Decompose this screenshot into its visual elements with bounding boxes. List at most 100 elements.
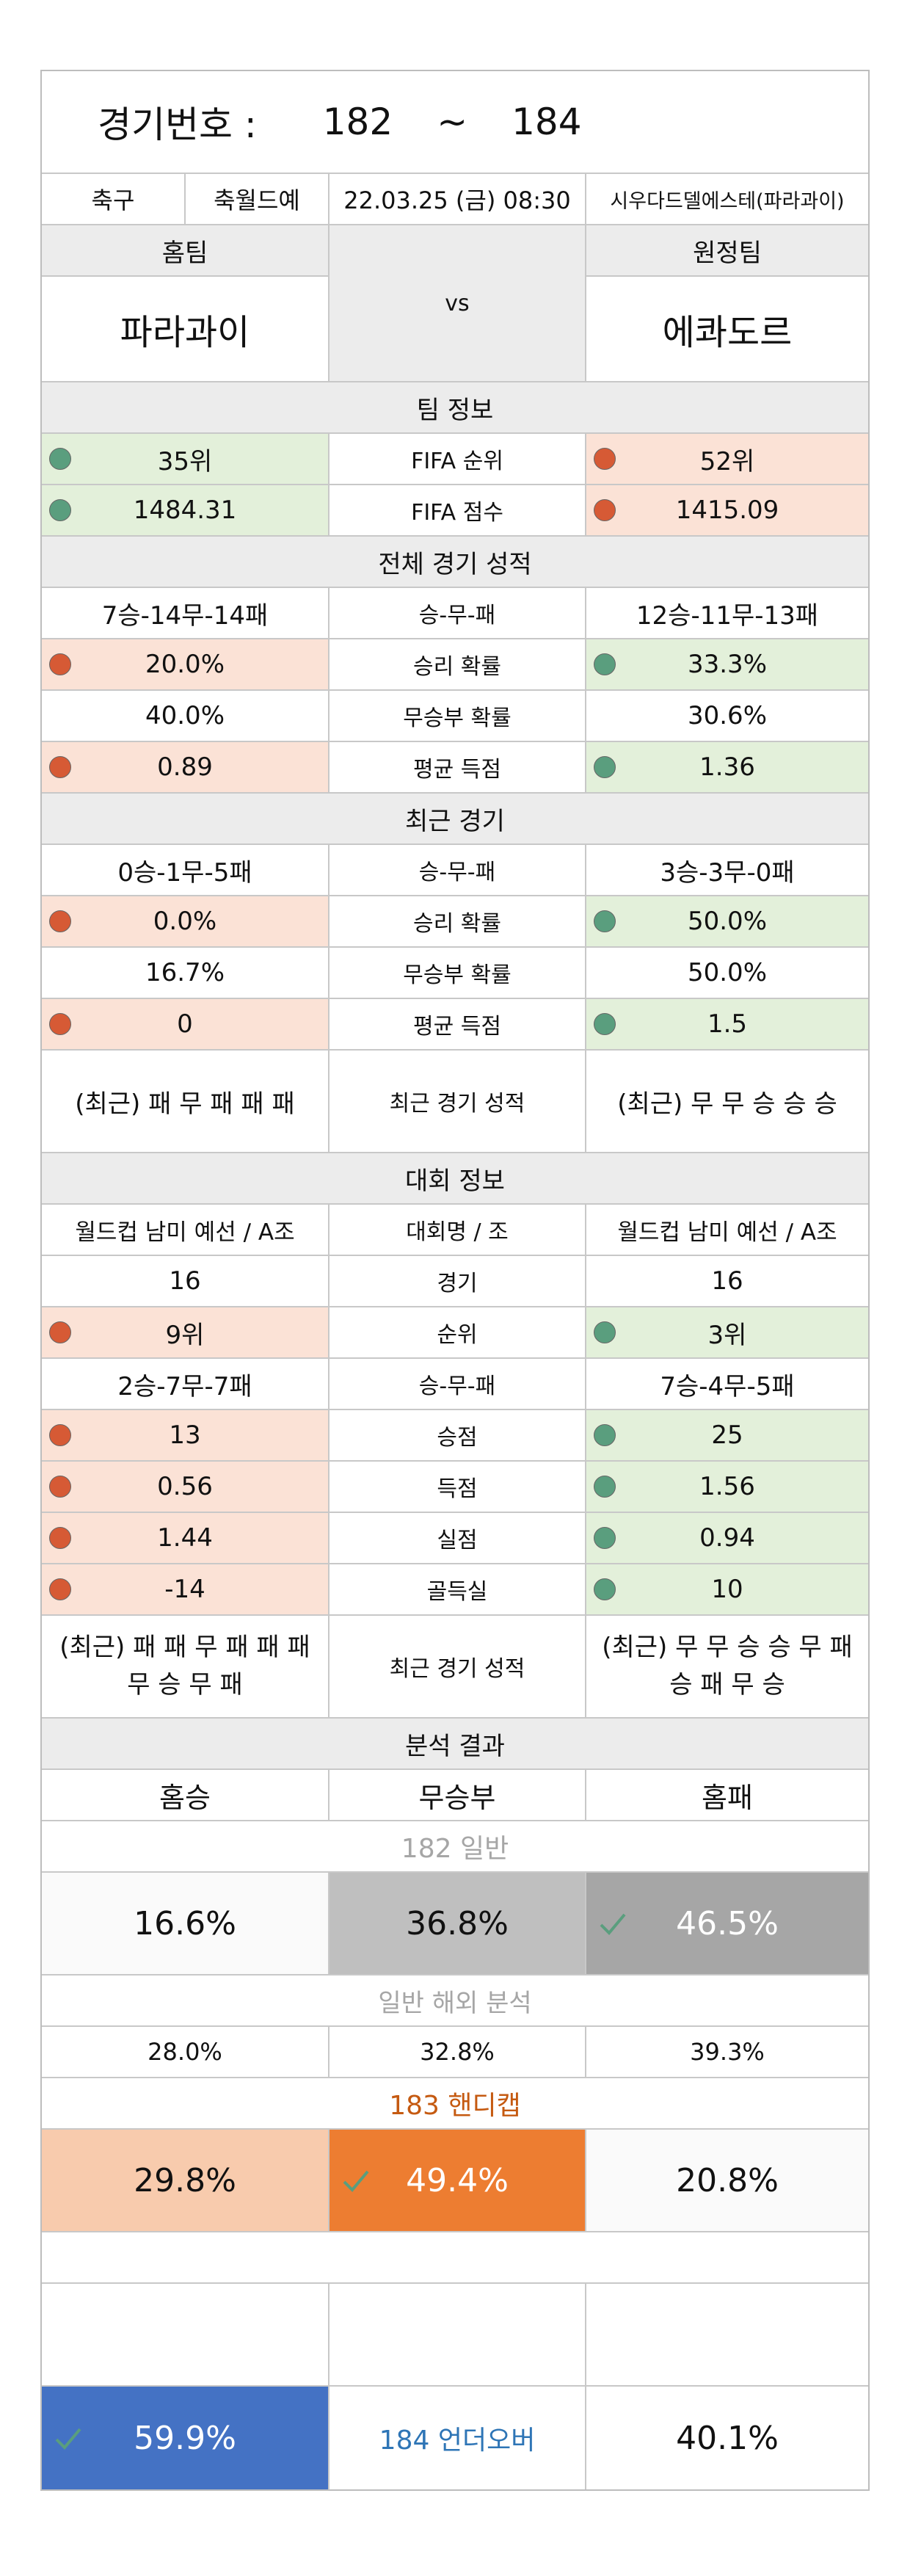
away-overall-drawrate: 30.6% bbox=[687, 701, 767, 730]
analysis-cols-row: 홈승 무승부 홈패 bbox=[42, 1770, 868, 1821]
away-tournament-games: 16 bbox=[711, 1266, 743, 1296]
datetime-cell: 22.03.25 (금) 08:30 bbox=[330, 174, 586, 224]
bad-indicator-icon bbox=[594, 448, 616, 470]
underover-title: 184 언더오버 bbox=[330, 2387, 586, 2489]
good-indicator-icon bbox=[594, 653, 616, 675]
check-icon bbox=[600, 1913, 626, 1935]
tournament-scored-row: 0.56 득점 1.56 bbox=[42, 1462, 868, 1513]
spacer-row bbox=[42, 2232, 868, 2284]
home-value: 13 bbox=[169, 1421, 201, 1450]
empty-cell bbox=[42, 2232, 868, 2282]
tournament-points-label: 승점 bbox=[330, 1410, 586, 1460]
general-home-loss: 46.5% bbox=[586, 1873, 868, 1974]
home-loss-col: 홈패 bbox=[702, 1781, 753, 1814]
away-tournament-points: 25 bbox=[586, 1410, 868, 1460]
overall-winrate-label: 승리 확률 bbox=[330, 639, 586, 689]
overseas-home-loss: 39.3% bbox=[690, 2038, 765, 2066]
away-value: 1415.09 bbox=[675, 496, 779, 525]
home-value: 0 bbox=[177, 1009, 193, 1039]
bad-indicator-icon bbox=[49, 1578, 71, 1600]
home-fifa-rank: 35위 bbox=[42, 434, 330, 484]
home-recent-record: 0승-1무-5패 bbox=[42, 845, 330, 895]
recent-winrate-row: 0.0% 승리 확률 50.0% bbox=[42, 896, 868, 948]
home-overall-avggoals: 0.89 bbox=[42, 742, 330, 792]
away-value: 25 bbox=[711, 1421, 743, 1450]
empty-cell bbox=[586, 2284, 868, 2385]
away-value: 1.36 bbox=[699, 752, 755, 782]
good-indicator-icon bbox=[594, 1476, 616, 1498]
recent-winrate-label: 승리 확률 bbox=[330, 896, 586, 946]
bad-indicator-icon bbox=[49, 1013, 71, 1035]
bad-indicator-icon bbox=[594, 499, 616, 521]
home-value: 20.0% bbox=[145, 650, 225, 679]
empty-cell bbox=[42, 2284, 330, 2385]
home-overall-drawrate: 40.0% bbox=[42, 691, 330, 741]
general-values-row: 16.6% 36.8% 46.5% bbox=[42, 1873, 868, 1975]
bad-indicator-icon bbox=[49, 756, 71, 778]
recent-avggoals-row: 0 평균 득점 1.5 bbox=[42, 999, 868, 1051]
away-tournament-goaldiff: 10 bbox=[586, 1564, 868, 1614]
analysis-header-row: 분석 결과 bbox=[42, 1719, 868, 1770]
away-tournament-record: 7승-4무-5패 bbox=[660, 1371, 795, 1401]
match-number-title: 경기번호 : 182 ~ 184 bbox=[42, 71, 868, 173]
away-recent-drawrate: 50.0% bbox=[687, 958, 767, 987]
good-indicator-icon bbox=[594, 910, 616, 932]
teams-block: 홈팀 파라과이 vs 원정팀 에콰도르 bbox=[42, 225, 868, 382]
handicap-home-win: 29.8% bbox=[42, 2130, 330, 2231]
home-value: 35위 bbox=[157, 446, 213, 476]
sport-cell: 축구 bbox=[42, 174, 186, 224]
recent-form-label: 최근 경기 성적 bbox=[330, 1051, 586, 1152]
recent-drawrate-row: 16.7% 무승부 확률 50.0% bbox=[42, 948, 868, 999]
fifa-points-label: FIFA 점수 bbox=[330, 485, 586, 535]
away-fifa-rank: 52위 bbox=[586, 434, 868, 484]
home-tournament-rank: 9위 bbox=[42, 1307, 330, 1357]
fifa-rank-row: 35위 FIFA 순위 52위 bbox=[42, 434, 868, 485]
good-indicator-icon bbox=[594, 1321, 616, 1343]
away-recent-record: 3승-3무-0패 bbox=[660, 857, 795, 888]
under-value-cell: 59.9% bbox=[42, 2387, 330, 2489]
general-title: 182 일반 bbox=[401, 1834, 509, 1864]
away-value: 50.0% bbox=[687, 907, 767, 936]
overall-avggoals-row: 0.89 평균 득점 1.36 bbox=[42, 742, 868, 794]
home-value: 9위 bbox=[165, 1320, 205, 1350]
handicap-draw-value: 49.4% bbox=[406, 2161, 509, 2199]
away-tournament-conceded: 0.94 bbox=[586, 1513, 868, 1563]
good-indicator-icon bbox=[49, 499, 71, 521]
bad-indicator-icon bbox=[49, 1321, 71, 1343]
home-value: 1484.31 bbox=[133, 496, 237, 525]
recent-drawrate-label: 무승부 확률 bbox=[330, 948, 586, 998]
general-draw: 36.8% bbox=[330, 1873, 586, 1974]
overall-winrate-row: 20.0% 승리 확률 33.3% bbox=[42, 639, 868, 691]
home-recent-form: (최근) 패 무 패 패 패 bbox=[42, 1051, 330, 1152]
tournament-points-row: 13 승점 25 bbox=[42, 1410, 868, 1462]
away-overall-avggoals: 1.36 bbox=[586, 742, 868, 792]
bad-indicator-icon bbox=[49, 1527, 71, 1549]
home-tournament-record: 2승-7무-7패 bbox=[42, 1359, 330, 1409]
tournament-form-row: (최근) 패 패 무 패 패 패 무 승 무 패 최근 경기 성적 (최근) 무… bbox=[42, 1616, 868, 1719]
team-info-header: 팀 정보 bbox=[42, 382, 868, 432]
away-value: 10 bbox=[711, 1575, 743, 1604]
tournament-record-label: 승-무-패 bbox=[330, 1359, 586, 1409]
general-title-row: 182 일반 bbox=[42, 1821, 868, 1873]
away-tournament-name: 월드컵 남미 예선 / A조 bbox=[617, 1219, 837, 1246]
recent-avggoals-label: 평균 득점 bbox=[330, 999, 586, 1049]
home-tournament-name: 월드컵 남미 예선 / A조 bbox=[42, 1205, 330, 1255]
tournament-header: 대회 정보 bbox=[42, 1153, 868, 1203]
recent-record-row: 0승-1무-5패 승-무-패 3승-3무-0패 bbox=[42, 845, 868, 896]
match-number-start: 182 bbox=[322, 101, 393, 143]
info-row: 축구 축월드예 22.03.25 (금) 08:30 시우다드델에스테(파라과이… bbox=[42, 174, 868, 225]
away-team-name: 에콰도르 bbox=[662, 312, 793, 353]
good-indicator-icon bbox=[594, 1424, 616, 1446]
home-value: -14 bbox=[164, 1575, 205, 1604]
home-overall-record: 7승-14무-14패 bbox=[42, 588, 330, 638]
vs-cell: vs bbox=[330, 225, 586, 381]
home-win-col: 홈승 bbox=[42, 1770, 330, 1820]
handicap-title-row: 183 핸디캡 bbox=[42, 2078, 868, 2130]
venue-cell: 시우다드델에스테(파라과이) bbox=[610, 189, 845, 213]
fifa-rank-label: FIFA 순위 bbox=[330, 434, 586, 484]
handicap-home-loss: 20.8% bbox=[586, 2130, 868, 2231]
away-recent-winrate: 50.0% bbox=[586, 896, 868, 946]
check-icon bbox=[55, 2428, 81, 2450]
good-indicator-icon bbox=[49, 448, 71, 470]
home-tournament-form: (최근) 패 패 무 패 패 패 무 승 무 패 bbox=[42, 1616, 330, 1717]
